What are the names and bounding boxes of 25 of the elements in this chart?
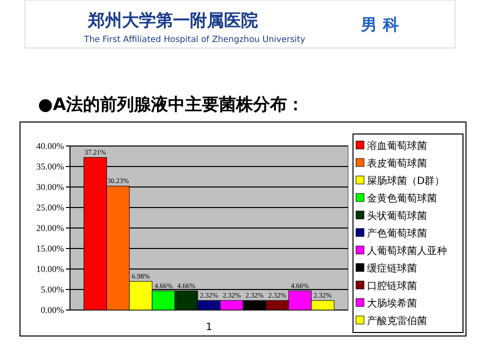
legend-label: 金黄色葡萄球菌 [367,192,437,204]
legend-label: 产色葡萄球菌 [367,228,427,240]
y-tick-label: 0.00% [40,305,64,315]
legend-label: 缓症链球菌 [367,262,417,274]
legend-label: 屎肠球菌（D群） [367,175,445,187]
y-tick-label: 20.00% [36,223,64,233]
legend-label: 人葡萄球菌人亚种 [367,245,447,257]
legend-label: 头状葡萄球菌 [367,210,427,222]
y-tick-label: 30.00% [36,182,64,192]
legend-label: 溶血葡萄球菌 [367,140,427,152]
text: The First Affiliated Hospital of Zhengzhou University [83,35,306,45]
text: 郑州大学第一附属医院 [87,11,258,31]
legend-label: 大肠埃希菌 [367,298,417,310]
chart-title: ●A法的前列腺液中主要菌株分布： [38,95,304,115]
legend-label: 产酸克雷伯菌 [367,315,427,327]
y-tick-label: 15.00% [36,244,64,254]
y-tick-label: 10.00% [36,264,64,274]
legend-label: 口腔链球菌 [367,280,417,292]
y-tick-label: 5.00% [40,284,64,294]
y-tick-label: 40.00% [36,141,64,151]
y-tick-label: 25.00% [36,202,64,212]
x-tick-label: 1 [206,322,212,333]
text: 男 科 [360,15,399,34]
y-tick-label: 35.00% [36,162,64,172]
legend-label: 表皮葡萄球菌 [367,158,427,170]
